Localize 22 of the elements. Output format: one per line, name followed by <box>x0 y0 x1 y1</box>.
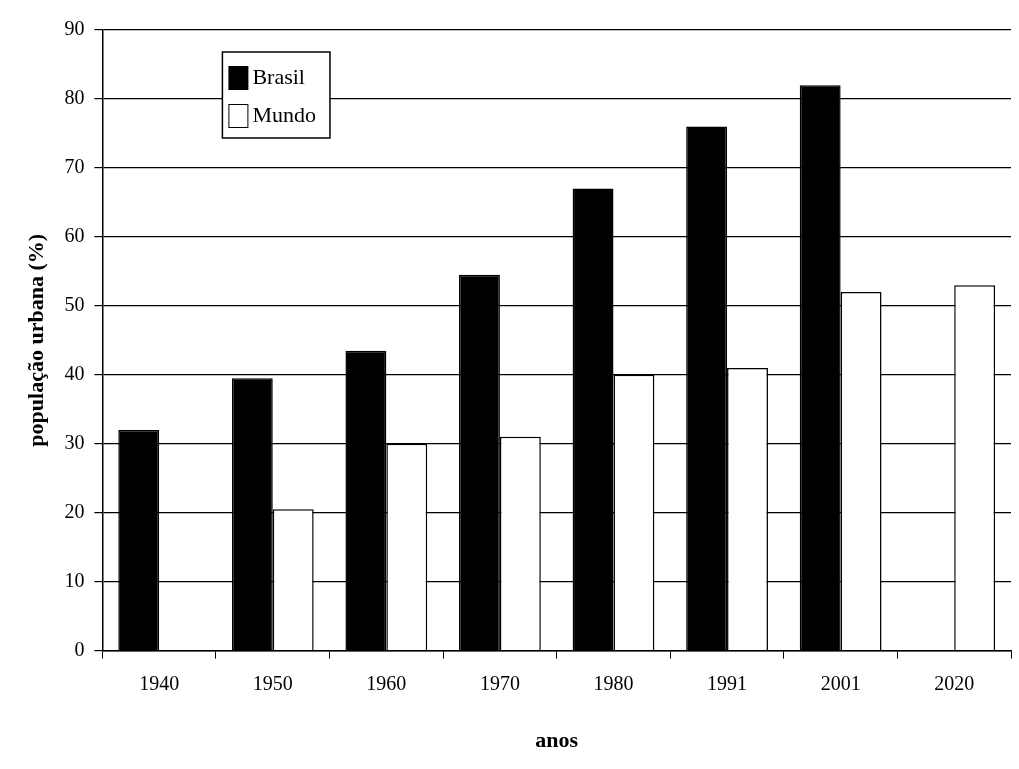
legend-label: Brasil <box>252 63 305 89</box>
y-tick-label: 80 <box>64 86 85 109</box>
x-tick-label: 2001 <box>820 671 861 694</box>
x-tick-label: 1940 <box>139 671 180 694</box>
x-tick-label: 1970 <box>479 671 520 694</box>
x-tick-label: 1960 <box>366 671 407 694</box>
y-tick-label: 50 <box>64 293 85 316</box>
y-tick-label: 10 <box>64 568 85 591</box>
y-tick-label: 40 <box>64 362 85 385</box>
y-tick-label: 60 <box>64 224 85 247</box>
y-tick-label: 70 <box>64 155 85 178</box>
y-tick-label: 90 <box>64 17 85 40</box>
x-axis-title: anos <box>535 727 579 753</box>
y-tick-label: 30 <box>64 430 85 453</box>
y-tick-label: 0 <box>74 637 85 660</box>
y-tick-label: 20 <box>64 499 85 522</box>
x-tick-label: 1991 <box>707 671 748 694</box>
x-tick-label: 1950 <box>252 671 293 694</box>
legend-label: Mundo <box>252 101 316 127</box>
x-tick-label: 1980 <box>593 671 634 694</box>
x-tick-label: 2020 <box>934 671 975 694</box>
y-axis-title: população urbana (%) <box>22 233 48 447</box>
